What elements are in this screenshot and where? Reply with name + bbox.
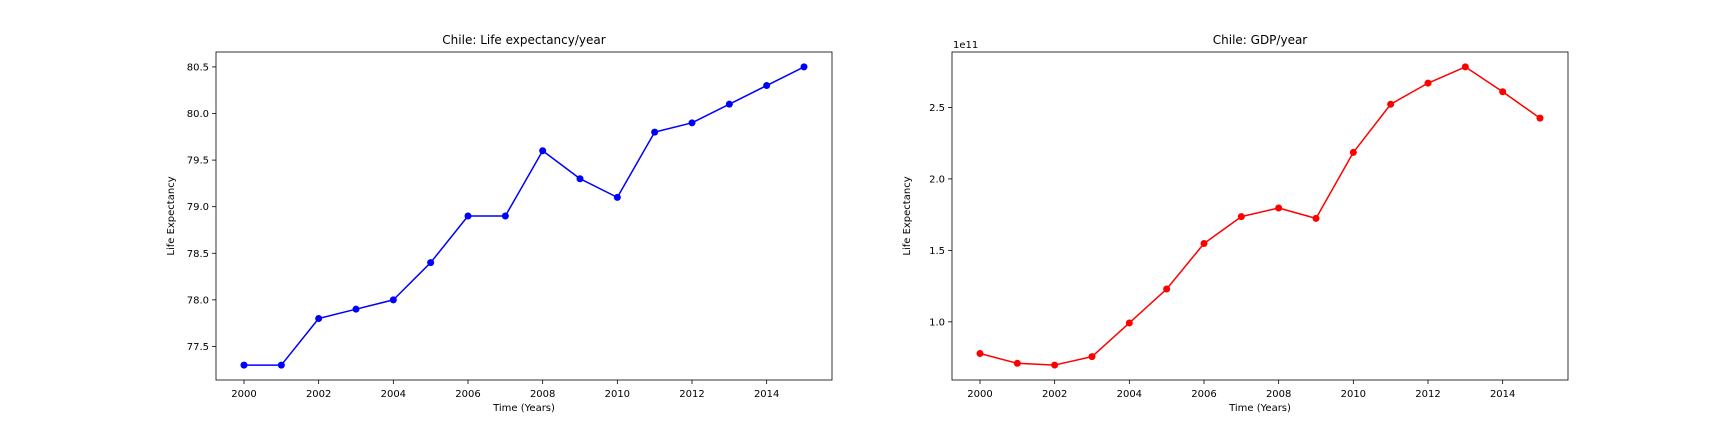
series-line [979, 66, 1541, 366]
y-tick-label: 80.0 [187, 109, 209, 120]
chart-2: Chile: GDP/year 2000 2002 2004 2006 2008 2010 2… [902, 33, 1569, 414]
x-tick-label: 2014 [754, 389, 779, 400]
data-point [576, 175, 584, 183]
y-tick-label: 78.5 [187, 249, 209, 260]
data-point [1461, 63, 1469, 71]
data-point [1275, 204, 1283, 212]
x-tick-label: 2012 [679, 389, 704, 400]
y-tick-label: 2.5 [929, 103, 945, 114]
data-point [1237, 213, 1245, 221]
data-point [613, 193, 621, 201]
data-point [688, 119, 696, 127]
x-tick-label: 2008 [530, 389, 555, 400]
data-point [1349, 148, 1357, 156]
x-tick-label: 2000 [967, 389, 992, 400]
y-axis-label: Life Expectancy [902, 176, 913, 255]
chart-1: Chile: Life expectancy/year 2000 2002 2004 2… [166, 33, 833, 414]
data-point [976, 349, 984, 357]
chart-title: Chile: GDP/year [1213, 33, 1308, 47]
series-line [244, 66, 805, 366]
data-point [1536, 114, 1544, 122]
y-tick-label: 79.5 [187, 156, 209, 167]
x-tick-label: 2014 [1490, 389, 1515, 400]
data-point [539, 147, 547, 155]
data-point [1163, 285, 1171, 293]
y-tick-label: 2.0 [929, 174, 945, 185]
x-tick-label: 2006 [455, 389, 480, 400]
x-axis-label: Time (Years) [1228, 403, 1291, 414]
data-point [1387, 100, 1395, 108]
data-point [725, 100, 733, 108]
data-point [1125, 319, 1133, 327]
data-point [464, 212, 472, 220]
x-tick-label: 2012 [1415, 389, 1440, 400]
y-tick-label: 78.0 [187, 295, 209, 306]
plot-frame [215, 51, 833, 381]
y-tick-label: 77.5 [187, 342, 209, 353]
y-offset-label: 1e11 [953, 40, 978, 51]
y-axis-label: Life Expectancy [166, 176, 177, 255]
data-point [800, 63, 808, 71]
data-point [389, 296, 397, 304]
data-point [501, 212, 509, 220]
data-point [1013, 359, 1021, 367]
data-point [1499, 88, 1507, 96]
x-tick-label: 2008 [1266, 389, 1291, 400]
y-tick-label: 1.0 [929, 317, 945, 328]
data-point [763, 82, 771, 90]
chart-title: Chile: Life expectancy/year [442, 33, 605, 47]
data-point [1088, 353, 1096, 361]
data-point [1200, 240, 1208, 248]
y-tick-label: 80.5 [187, 62, 209, 73]
x-tick-label: 2004 [1117, 389, 1142, 400]
y-tick-label: 1.5 [929, 246, 945, 257]
data-point [315, 315, 323, 322]
x-tick-label: 2010 [1341, 389, 1366, 400]
data-point [1051, 361, 1059, 369]
x-tick-label: 2004 [381, 389, 406, 400]
x-tick-label: 2002 [306, 389, 331, 400]
data-point [277, 361, 285, 369]
x-tick-label: 2010 [605, 389, 630, 400]
x-tick-label: 2006 [1191, 389, 1216, 400]
x-axis-label: Time (Years) [492, 403, 555, 414]
data-point [1424, 79, 1432, 87]
data-point [1312, 214, 1320, 222]
y-tick-label: 79.0 [187, 202, 209, 213]
x-tick-label: 2002 [1042, 389, 1067, 400]
plot-frame [951, 51, 1569, 381]
data-point [240, 361, 248, 369]
data-point [352, 305, 360, 313]
data-point [651, 128, 659, 136]
x-tick-label: 2000 [231, 389, 256, 400]
data-point [427, 259, 435, 267]
